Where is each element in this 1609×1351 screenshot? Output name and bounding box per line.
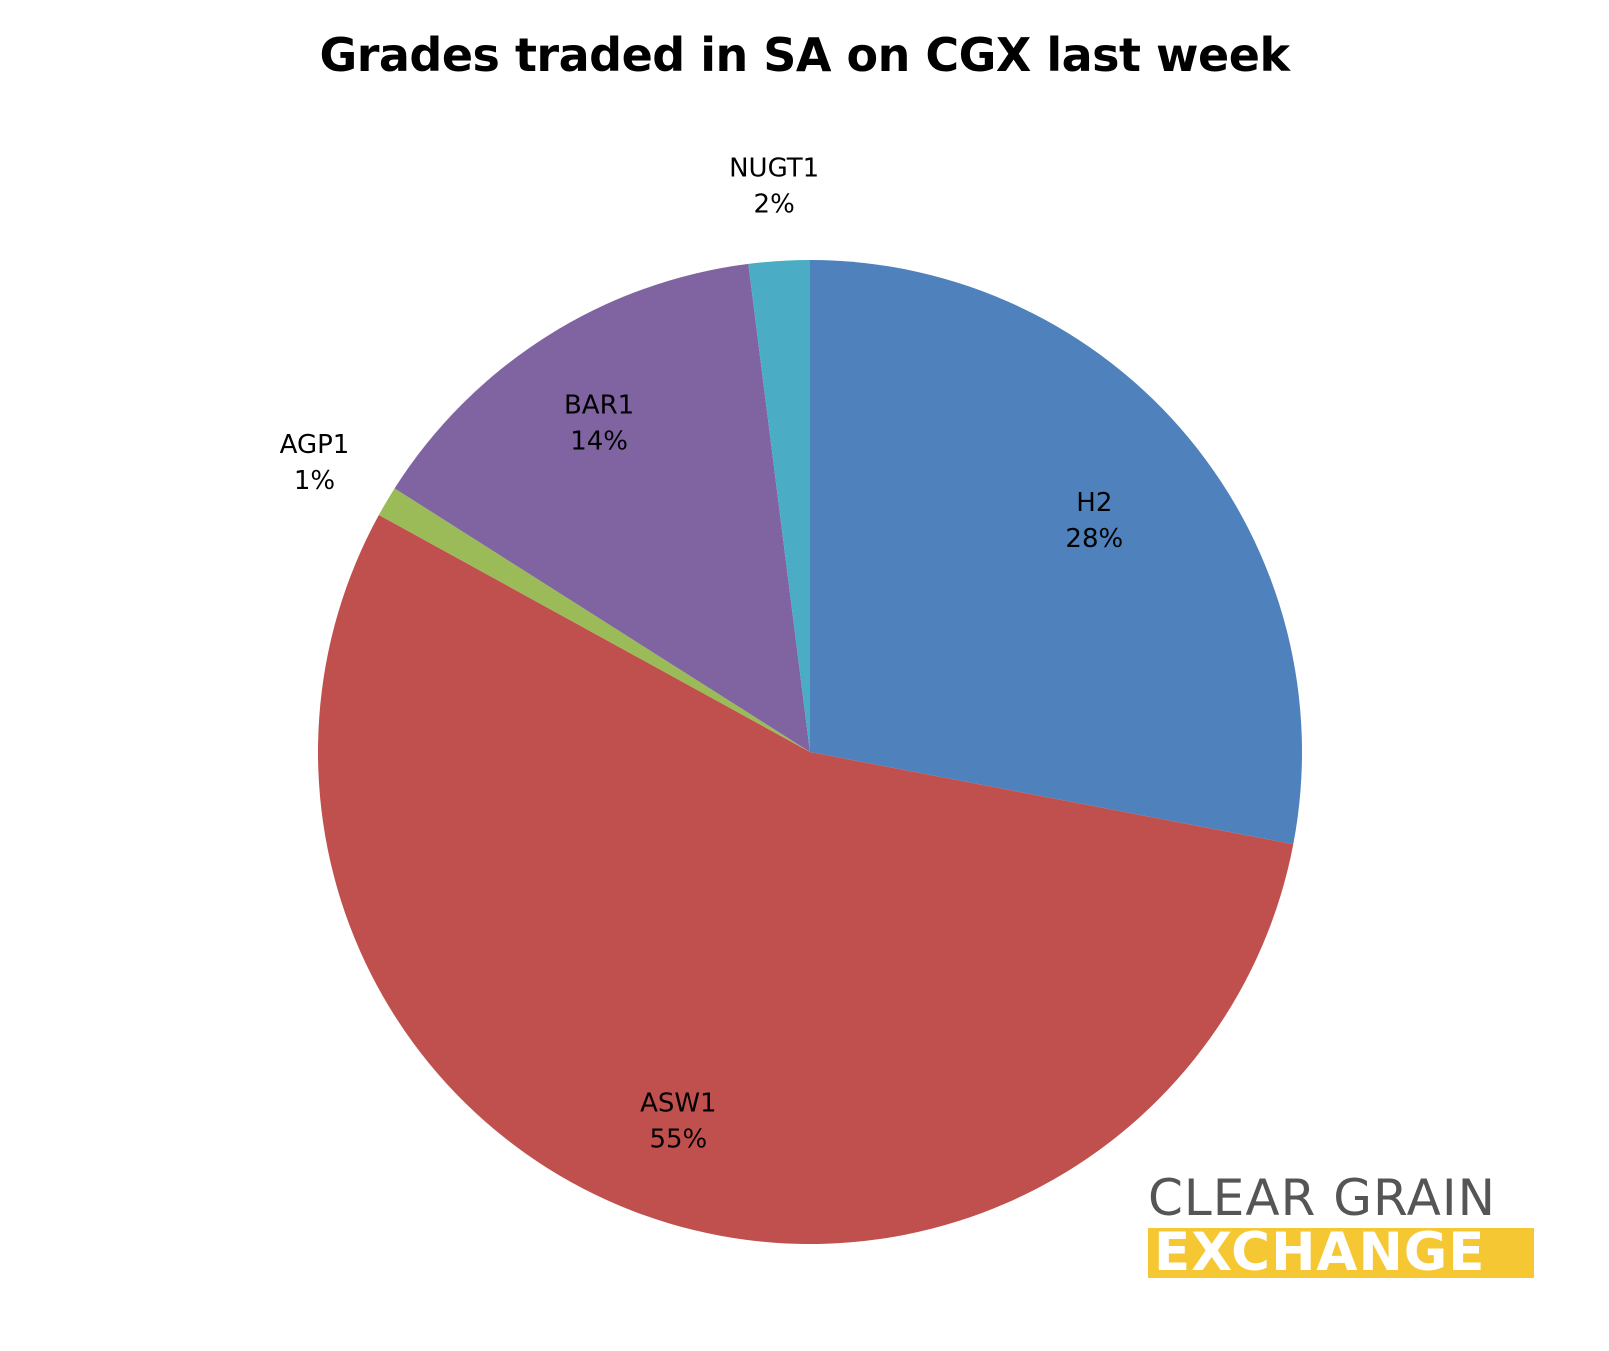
logo-text-line1: CLEAR GRAIN: [1148, 1169, 1497, 1227]
pie-slice-h2: [810, 260, 1302, 845]
clear-grain-exchange-logo: CLEAR GRAIN EXCHANGE: [1148, 1172, 1534, 1280]
pie-slice-asw1: [317, 514, 1294, 1245]
pie-slice-bar1: [394, 263, 810, 752]
slice-name-label-agp1: AGP1: [280, 430, 350, 460]
slice-name-label-h2: H2: [1076, 488, 1112, 518]
pie-labels: H2 28% ASW1 55% AGP1 1% BAR1 14% NUGT1 2%: [280, 153, 1124, 1154]
slice-percent-label-h2: 28%: [1065, 524, 1123, 554]
logo-text-line2: EXCHANGE: [1154, 1228, 1486, 1278]
chart-title: Grades traded in SA on CGX last week: [319, 28, 1290, 82]
slice-name-label-bar1: BAR1: [564, 391, 634, 421]
slice-name-label-asw1: ASW1: [640, 1089, 717, 1119]
slice-percent-label-agp1: 1%: [294, 466, 335, 496]
logo-yellow-band: EXCHANGE: [1148, 1228, 1534, 1278]
slice-percent-label-asw1: 55%: [649, 1125, 707, 1155]
slice-percent-label-nugt1: 2%: [754, 189, 795, 219]
slice-percent-label-bar1: 14%: [570, 427, 628, 457]
pie-slice-nugt1: [748, 260, 810, 752]
pie-slices: [317, 260, 1302, 1245]
slice-name-label-nugt1: NUGT1: [729, 153, 819, 183]
pie-slice-agp1: [378, 488, 810, 752]
